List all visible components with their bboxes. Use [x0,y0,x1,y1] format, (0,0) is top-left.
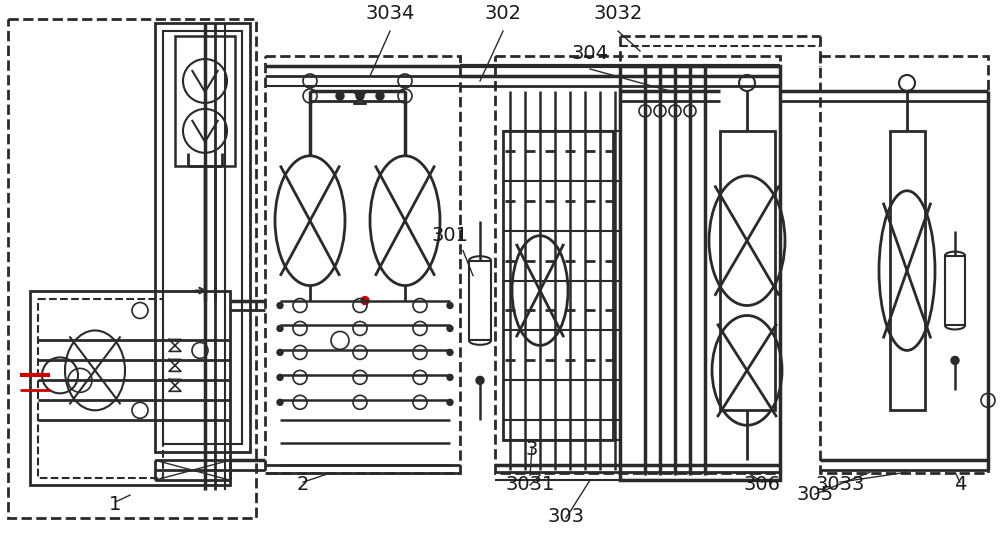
Circle shape [277,349,283,355]
Circle shape [447,349,453,355]
Circle shape [376,92,384,100]
Circle shape [277,326,283,331]
Text: 305: 305 [796,485,834,504]
Circle shape [951,357,959,364]
Text: 306: 306 [744,475,780,494]
Circle shape [336,92,344,100]
Text: 3034: 3034 [365,4,415,23]
Text: 303: 303 [548,507,584,526]
Text: 1: 1 [109,495,121,514]
Circle shape [277,399,283,405]
Circle shape [447,326,453,331]
Circle shape [447,399,453,405]
Circle shape [361,296,369,305]
Circle shape [277,302,283,309]
Circle shape [356,92,364,100]
Text: 3031: 3031 [505,475,555,494]
Text: 301: 301 [432,226,468,245]
Text: 302: 302 [484,4,522,23]
Circle shape [476,376,484,384]
Circle shape [447,374,453,380]
Text: 2: 2 [297,475,309,494]
Text: 3033: 3033 [815,475,865,494]
Text: 4: 4 [954,475,966,494]
Text: 304: 304 [572,44,608,63]
Text: 3032: 3032 [593,4,643,23]
Circle shape [447,302,453,309]
Text: 3: 3 [526,440,538,459]
Circle shape [277,374,283,380]
